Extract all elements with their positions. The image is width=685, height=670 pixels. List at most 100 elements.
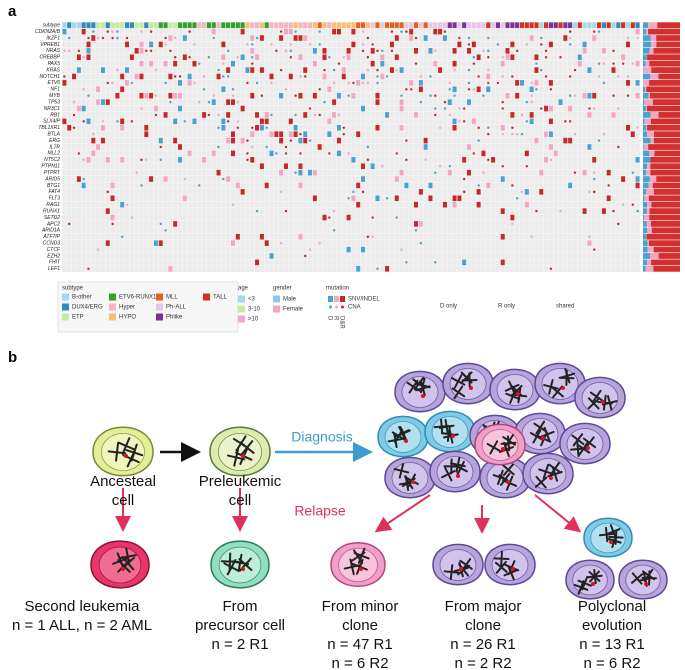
mutation-dot bbox=[159, 158, 162, 162]
mutation-cell bbox=[173, 137, 178, 144]
chromosome bbox=[492, 469, 508, 485]
mutation-cell bbox=[505, 48, 510, 54]
marker bbox=[541, 436, 545, 440]
side-bar bbox=[643, 144, 644, 150]
mutation-cell bbox=[192, 60, 197, 67]
mutation-cell bbox=[230, 240, 235, 246]
mutation-cell bbox=[312, 48, 317, 54]
mutation-cell bbox=[182, 54, 187, 61]
mutation-cell bbox=[110, 214, 115, 221]
mutation-cell bbox=[481, 150, 486, 157]
mutation-cell bbox=[120, 201, 125, 208]
mutation-dot bbox=[183, 177, 187, 181]
legend-swatch bbox=[273, 295, 280, 303]
mutation-dot bbox=[434, 113, 437, 117]
mutation-cell bbox=[467, 144, 472, 150]
mutation-cell bbox=[255, 54, 260, 61]
side-bar bbox=[649, 60, 680, 67]
mutation-dot bbox=[448, 113, 451, 117]
mutation-dot bbox=[154, 94, 158, 97]
mutation-dot bbox=[482, 94, 485, 97]
mutation-cell bbox=[269, 131, 274, 137]
mutation-dot bbox=[68, 36, 71, 40]
mutation-cell bbox=[548, 80, 553, 86]
chromosome bbox=[641, 570, 657, 586]
mutation-dot bbox=[525, 120, 529, 123]
subtype-cell bbox=[370, 22, 375, 29]
side-bar bbox=[651, 259, 680, 266]
marker bbox=[359, 567, 363, 571]
side-bar bbox=[650, 73, 659, 80]
legend-label: MLL bbox=[166, 295, 178, 301]
mutation-cell bbox=[548, 118, 553, 125]
mutation-cell bbox=[351, 157, 356, 163]
mutation-dot bbox=[568, 43, 572, 46]
mutation-cell bbox=[500, 60, 505, 67]
chromosome bbox=[486, 440, 501, 455]
mutation-cell bbox=[394, 54, 399, 61]
row-label: MLL2 bbox=[47, 151, 60, 157]
subtype-cell bbox=[124, 22, 130, 29]
mutation-cell bbox=[250, 48, 255, 54]
side-bar bbox=[656, 41, 680, 48]
mutation-cell bbox=[529, 35, 534, 41]
mutation-dot bbox=[347, 81, 350, 85]
mutation-dot bbox=[540, 36, 543, 40]
mutation-cell bbox=[81, 105, 86, 112]
legend-label: TALL bbox=[213, 295, 228, 301]
side-bar bbox=[643, 86, 646, 93]
mutation-cell bbox=[298, 54, 303, 61]
mutation-dot bbox=[236, 100, 240, 104]
marker bbox=[601, 400, 605, 404]
mutation-cell bbox=[418, 80, 423, 86]
mutation-dot bbox=[477, 75, 480, 78]
mutation-cell bbox=[312, 92, 317, 99]
mutation-dot bbox=[116, 30, 119, 33]
side-bar bbox=[643, 112, 651, 118]
outcome-title: Polyclonal bbox=[578, 598, 646, 615]
side-bar bbox=[648, 182, 653, 189]
panel-label: b bbox=[8, 349, 17, 366]
mutation-dot bbox=[530, 100, 533, 104]
mutation-cell bbox=[250, 92, 255, 99]
mutation-cell bbox=[568, 182, 573, 189]
mutation-dot bbox=[217, 68, 220, 72]
subtype-cell bbox=[433, 22, 438, 29]
mutation-cell bbox=[322, 214, 327, 221]
subtype-cell bbox=[625, 22, 631, 29]
side-bar bbox=[646, 169, 651, 176]
chromosome bbox=[631, 572, 644, 585]
mutation-dot bbox=[164, 36, 167, 40]
mutation-dot bbox=[304, 254, 307, 258]
marker bbox=[404, 439, 408, 443]
mutation-dot bbox=[424, 158, 427, 162]
mutation-cell bbox=[467, 99, 472, 105]
subtype-cell bbox=[283, 22, 289, 29]
mutation-cell bbox=[409, 80, 414, 86]
mutation-dot bbox=[405, 158, 408, 162]
mutation-dot bbox=[159, 145, 162, 149]
mutation-cell bbox=[322, 73, 327, 80]
mutation-dot bbox=[482, 171, 485, 174]
row-label: CDKN2A/B bbox=[35, 29, 61, 35]
subtype-cell bbox=[158, 22, 163, 29]
mutation-dot bbox=[434, 94, 437, 97]
mutation-dot bbox=[72, 100, 76, 104]
chromosome bbox=[443, 564, 460, 581]
subtype-cell bbox=[495, 22, 501, 29]
mutation-dot bbox=[414, 62, 418, 65]
mutation-dot bbox=[520, 190, 524, 194]
subtype-cell bbox=[447, 22, 452, 29]
subtype-cell bbox=[418, 22, 423, 29]
mutation-dot bbox=[467, 36, 471, 40]
mutation-cell bbox=[250, 157, 255, 163]
side-bar bbox=[647, 240, 649, 247]
mutation-dot bbox=[458, 120, 461, 123]
mutation-cell bbox=[105, 208, 110, 214]
mutation-cell bbox=[399, 99, 404, 105]
mutation-dot bbox=[332, 229, 336, 232]
mutation-cell bbox=[230, 150, 235, 157]
mutation-dot bbox=[467, 68, 471, 72]
mutation-cell bbox=[361, 176, 366, 182]
legend-label: DUX4/ERG bbox=[72, 305, 103, 311]
